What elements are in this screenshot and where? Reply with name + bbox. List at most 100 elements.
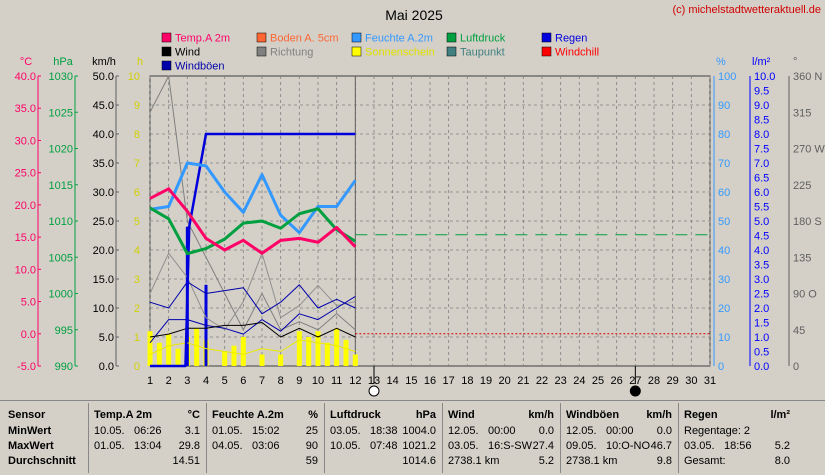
stats-value: 1004.0 bbox=[402, 425, 436, 437]
legend-label: Temp.A 2m bbox=[175, 33, 230, 45]
sunshine-bar bbox=[306, 337, 312, 366]
axis-tick-x: 22 bbox=[536, 375, 548, 387]
axis-tick-right: 0.0 bbox=[754, 361, 769, 373]
stats-value: 46.7 bbox=[650, 440, 672, 452]
axis-tick-right: 20 bbox=[718, 303, 730, 315]
sunshine-bar bbox=[278, 354, 284, 366]
legend-label: Boden A. 5cm bbox=[270, 33, 339, 45]
stats-date: 01.05. bbox=[212, 425, 243, 437]
axis-tick-x: 31 bbox=[704, 375, 716, 387]
sunshine-bar bbox=[324, 342, 330, 366]
stats-separator bbox=[678, 403, 679, 473]
axis-tick-left: 15.0 bbox=[93, 274, 114, 286]
stats-value: 0.0 bbox=[656, 425, 672, 437]
axis-tick-left: 20.0 bbox=[15, 200, 36, 212]
axis-tick-right: 6.5 bbox=[754, 173, 769, 185]
stats-value: 5.2 bbox=[774, 440, 790, 452]
axis-tick-left: 990 bbox=[55, 361, 73, 373]
stats-column: Temp.A 2m °C 10.05. 06:26 3.1 01.05. 13:04 29.8… bbox=[94, 401, 200, 475]
stats-date: 09.05. bbox=[566, 440, 597, 452]
chart-title: Mai 2025 bbox=[385, 7, 443, 23]
axis-tick-x: 26 bbox=[611, 375, 623, 387]
stats-date: Gesamt: bbox=[684, 455, 726, 467]
axis-tick-right: 7.5 bbox=[754, 144, 769, 156]
axis-tick-right: 3.0 bbox=[754, 274, 769, 286]
axis-tick-x: 12 bbox=[349, 375, 361, 387]
wind-direction-line bbox=[149, 75, 356, 331]
axis-tick-right: 0 bbox=[718, 361, 724, 373]
legend-swatch bbox=[256, 32, 267, 43]
stats-separator bbox=[560, 403, 561, 473]
legend-label: Wind bbox=[175, 47, 200, 59]
legend-swatch bbox=[161, 60, 172, 71]
humidity-line bbox=[149, 161, 357, 235]
axis-unit-right: ° bbox=[793, 56, 797, 68]
stats-value: 8.0 bbox=[774, 455, 790, 467]
axis-tick-left: 5.0 bbox=[21, 297, 36, 309]
stats-header: Regen bbox=[684, 409, 718, 421]
axis-unit-left: km/h bbox=[92, 56, 116, 68]
stats-separator bbox=[88, 403, 89, 473]
axis-tick-left: 1000 bbox=[49, 289, 73, 301]
axis-tick-right: 0.5 bbox=[754, 347, 769, 359]
axis-tick-left: 1005 bbox=[49, 252, 73, 264]
sunshine-bar bbox=[259, 354, 265, 366]
axis-tick-left: 40.0 bbox=[15, 71, 36, 83]
axis-tick-x: 16 bbox=[424, 375, 436, 387]
axis-tick-x: 1 bbox=[147, 375, 153, 387]
stats-date: 12.05. bbox=[566, 425, 597, 437]
stats-date: 2738.1 km bbox=[566, 455, 618, 467]
stats-value: 5.2 bbox=[538, 455, 554, 467]
full-moon-icon bbox=[368, 385, 380, 397]
legend-label: Sonnenschein bbox=[365, 47, 435, 59]
stats-value: 14.51 bbox=[172, 455, 200, 467]
sunshine-bar bbox=[240, 337, 246, 366]
sunshine-bar bbox=[334, 328, 340, 366]
axis-tick-right: 2.0 bbox=[754, 303, 769, 315]
axis-tick-right: 60 bbox=[718, 187, 730, 199]
sunshine-bar bbox=[175, 348, 181, 366]
sunshine-bar bbox=[166, 334, 172, 366]
copyright-text: (c) michelstadtwetteraktuell.de bbox=[672, 4, 821, 16]
axis-tick-left: 1 bbox=[134, 332, 140, 344]
stats-column: Wind km/h 12.05. 00:00 0.0 03.05. 16:S-SW 27.4 2… bbox=[448, 401, 554, 475]
sunshine-bar bbox=[147, 331, 153, 366]
stats-separator bbox=[324, 403, 325, 473]
axis-unit-left: hPa bbox=[53, 56, 73, 68]
axis-tick-right: 1.5 bbox=[754, 318, 769, 330]
axis-tick-left: 10 bbox=[128, 71, 140, 83]
stats-value: 27.4 bbox=[532, 440, 554, 452]
legend-swatch bbox=[351, 46, 362, 57]
axis-tick-left: 0.0 bbox=[21, 329, 36, 341]
axis-tick-left: 30.0 bbox=[93, 187, 114, 199]
stats-date: 03.05. bbox=[448, 440, 479, 452]
axis-tick-left: 1020 bbox=[49, 144, 73, 156]
stats-column: Feuchte A.2m% 01.05. 15:02 25 04.05. 03:06 90 5… bbox=[212, 401, 318, 475]
axis-unit-right: % bbox=[716, 56, 726, 68]
axis-tick-x: 8 bbox=[278, 375, 284, 387]
axis-tick-left: 50.0 bbox=[93, 71, 114, 83]
stats-unit: km/h bbox=[528, 409, 554, 421]
stats-unit: l/m² bbox=[770, 409, 790, 421]
axis-tick-x: 29 bbox=[667, 375, 679, 387]
stats-time: 07:48 bbox=[370, 440, 398, 452]
axis-tick-x: 7 bbox=[259, 375, 265, 387]
wind-direction-line-2 bbox=[149, 252, 356, 331]
axis-tick-x: 30 bbox=[685, 375, 697, 387]
axis-tick-left: 5 bbox=[134, 216, 140, 228]
axis-tick-left: 5.0 bbox=[99, 332, 114, 344]
axis-tick-right: 4.0 bbox=[754, 245, 769, 257]
axis-tick-x: 4 bbox=[203, 375, 209, 387]
axis-tick-right: 5.0 bbox=[754, 216, 769, 228]
axis-tick-x: 18 bbox=[461, 375, 473, 387]
weather-chart: Mai 2025 Temp.A 2m Boden A. 5cm Feuchte A.2… bbox=[15, 7, 825, 397]
axis-tick-left: 1010 bbox=[49, 216, 73, 228]
axis-tick-right: 45 bbox=[793, 325, 805, 337]
axis-tick-left: 10.0 bbox=[93, 303, 114, 315]
legend-swatch bbox=[161, 46, 172, 57]
sunshine-bar bbox=[296, 331, 302, 366]
stats-label: Durchschnitt bbox=[8, 455, 76, 467]
stats-date: 03.05. bbox=[330, 425, 361, 437]
sunshine-bar bbox=[194, 328, 200, 366]
stats-header: Wind bbox=[448, 409, 475, 421]
